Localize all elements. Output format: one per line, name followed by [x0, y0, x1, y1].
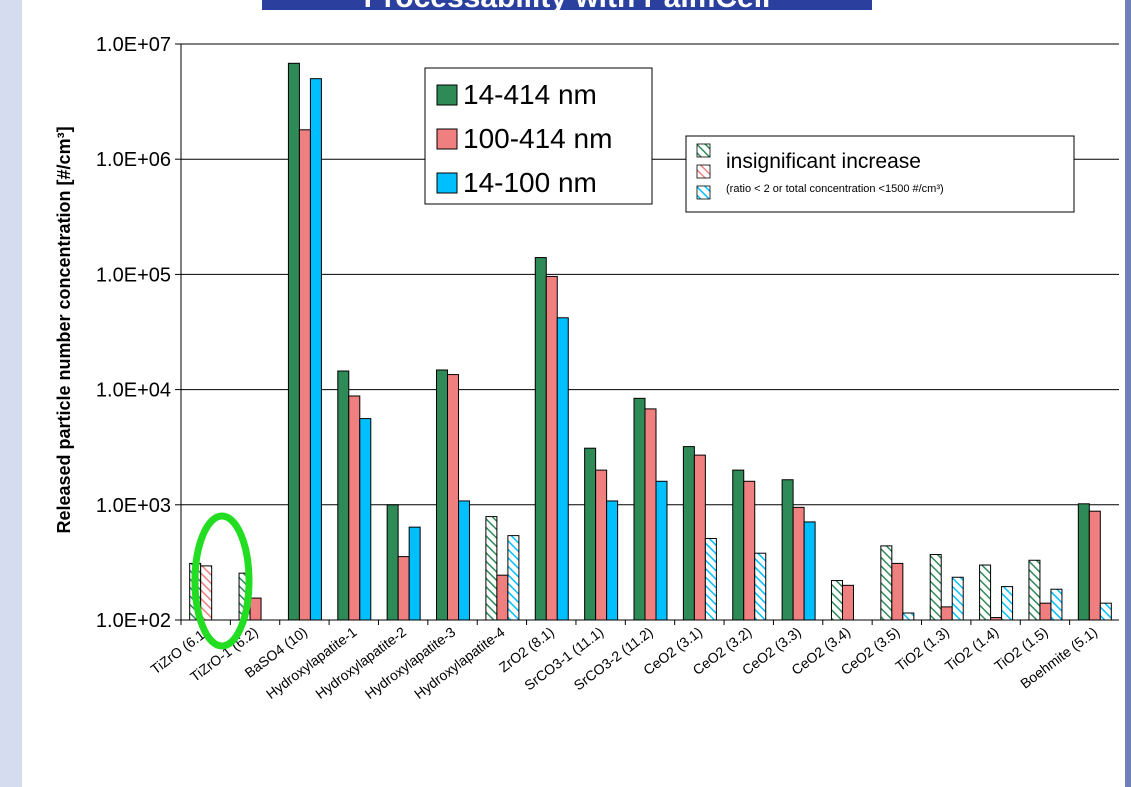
bar-14-100nm-10 — [704, 537, 717, 621]
x-tick-label: TiO2 (1.4) — [942, 624, 1002, 674]
bar-14-100nm-2 — [309, 78, 322, 621]
y-tick-label: 1.0E+04 — [96, 380, 171, 402]
legend-swatch-hatch-blue — [696, 185, 711, 200]
bar-14-414nm-14 — [880, 545, 893, 621]
legend-label: 100-414 nm — [463, 123, 612, 154]
legend-swatch — [436, 172, 458, 194]
bar-14-100nm-7 — [556, 317, 569, 621]
bar-100-414nm-4 — [397, 556, 410, 621]
bar-100-414nm-17 — [1039, 602, 1052, 621]
bar-14-100nm-9 — [655, 480, 668, 621]
bar-100-414nm-7 — [545, 275, 558, 621]
x-tick-label: TiO2 (1.3) — [892, 624, 952, 674]
bar-100-414nm-1 — [249, 597, 262, 621]
bar-14-100nm-6 — [507, 535, 520, 621]
bar-100-414nm-9 — [644, 408, 657, 621]
legend-swatch — [436, 128, 458, 150]
legend-swatch-hatch-red — [696, 164, 711, 179]
bar-100-414nm-2 — [298, 129, 311, 621]
bar-14-100nm-3 — [359, 418, 372, 621]
highlight-ellipse — [191, 512, 253, 650]
y-axis-label: Released particle number concentration [… — [54, 126, 74, 533]
x-tick-label: Hydroxylapatite-1 — [263, 623, 360, 701]
bar-14-100nm-18 — [1099, 602, 1112, 621]
y-tick-label: 1.0E+03 — [96, 495, 171, 517]
bar-14-414nm-11 — [732, 469, 745, 621]
slide-title-banner: Processability with PalmCell — [262, 0, 872, 10]
bar-14-414nm-3 — [337, 370, 350, 621]
bar-14-100nm-5 — [458, 500, 471, 621]
bar-100-414nm-13 — [841, 584, 854, 621]
bar-14-414nm-8 — [584, 447, 597, 621]
bar-14-100nm-17 — [1050, 588, 1063, 621]
legend-swatch-hatch-green — [696, 143, 711, 158]
bar-14-414nm-12 — [781, 479, 794, 621]
bars — [189, 62, 1112, 621]
bar-14-414nm-17 — [1028, 559, 1041, 621]
bar-14-414nm-15 — [929, 554, 942, 621]
bar-100-414nm-8 — [595, 469, 608, 621]
x-tick-label: Hydroxylapatite-2 — [312, 623, 409, 701]
bar-14-100nm-8 — [606, 500, 619, 621]
bar-14-414nm-4 — [386, 504, 399, 621]
bar-100-414nm-3 — [348, 395, 361, 621]
x-tick-label: Hydroxylapatite-4 — [411, 623, 508, 701]
legend-main: 14-414 nm 100-414 nm 14-100 nm — [424, 67, 653, 205]
slide-title: Processability with PalmCell — [262, 0, 872, 10]
bar-14-100nm-12 — [803, 521, 816, 621]
x-tick-label: Hydroxylapatite-3 — [362, 623, 459, 701]
bar-100-414nm-11 — [743, 480, 756, 621]
bar-14-414nm-10 — [682, 446, 695, 621]
bar-14-100nm-11 — [754, 552, 767, 621]
bar-14-414nm-6 — [485, 516, 498, 621]
bar-14-414nm-16 — [979, 564, 992, 621]
bar-14-100nm-4 — [408, 526, 421, 621]
bar-14-414nm-5 — [436, 369, 449, 621]
bar-100-414nm-6 — [496, 574, 509, 621]
slide-left-band — [0, 0, 22, 787]
y-tick-label: 1.0E+05 — [96, 264, 171, 286]
y-tick-label: 1.0E+02 — [96, 610, 171, 632]
bar-14-100nm-15 — [951, 576, 964, 621]
legend-insignificant-note: (ratio < 2 or total concentration <1500 … — [726, 183, 944, 195]
bar-100-414nm-5 — [447, 374, 460, 621]
legend-insignificant-label: insignificant increase — [726, 150, 921, 173]
y-tick-label: 1.0E+07 — [96, 34, 171, 56]
bar-14-414nm-18 — [1077, 503, 1090, 621]
legend-insignificant: insignificant increase (ratio < 2 or tot… — [685, 135, 1075, 213]
legend-label: 14-100 nm — [463, 167, 597, 198]
slide-right-band — [1125, 0, 1131, 787]
legend-swatch — [436, 84, 458, 106]
bar-14-414nm-13 — [830, 580, 843, 621]
bar-14-414nm-7 — [534, 257, 547, 621]
bar-100-414nm-15 — [940, 606, 953, 621]
bar-14-414nm-2 — [287, 62, 300, 621]
bar-14-414nm-9 — [633, 397, 646, 621]
bar-100-414nm-10 — [693, 454, 706, 621]
bar-100-414nm-18 — [1088, 510, 1101, 621]
bar-100-414nm-14 — [891, 562, 904, 621]
legend-label: 14-414 nm — [463, 79, 597, 110]
bar-100-414nm-16 — [990, 617, 1003, 621]
bar-100-414nm-0 — [200, 565, 213, 621]
y-tick-label: 1.0E+06 — [96, 149, 171, 171]
bar-14-100nm-16 — [1001, 586, 1014, 621]
bar-14-100nm-14 — [902, 612, 915, 621]
bar-100-414nm-12 — [792, 506, 805, 621]
